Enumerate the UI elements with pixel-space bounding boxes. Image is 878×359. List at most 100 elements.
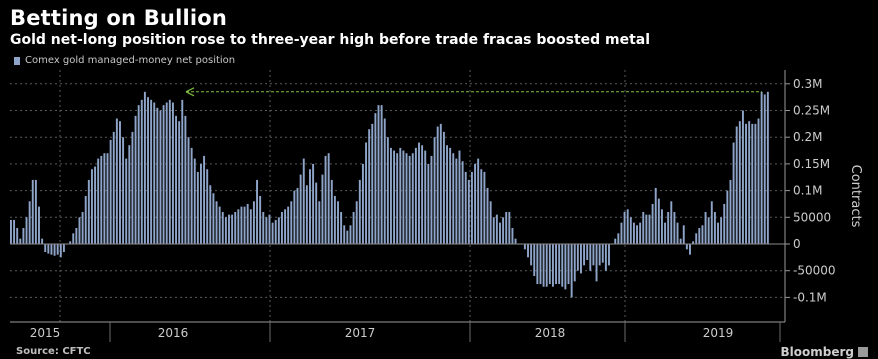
bar [548,244,551,285]
bar [698,227,701,244]
x-year-label: 2019 [703,326,734,340]
bar [470,171,473,244]
bar [299,174,302,244]
bar [112,131,115,244]
chart-subtitle: Gold net-long position rose to three-yea… [10,32,651,48]
bar [44,244,47,253]
bar [119,121,121,244]
bar [502,217,505,244]
bar [592,244,595,266]
bar [50,244,53,255]
bar [184,115,187,244]
bar [224,217,227,244]
y-tick-label: 0 [793,237,801,251]
bar [305,185,308,244]
y-tick-label: -0.1M [793,290,827,304]
bar [766,91,769,244]
bar [464,171,467,244]
bar [150,99,153,244]
bar [583,244,586,266]
bar [109,139,112,244]
bar [508,211,511,244]
bar [732,142,735,244]
bar [657,198,660,244]
bar [333,195,336,244]
x-year-label: 2016 [158,326,189,340]
bar [741,110,744,244]
bar [246,203,249,244]
bar [53,244,56,256]
bar [670,201,673,244]
bar [90,169,93,244]
bar [446,145,448,244]
bar [377,105,380,244]
bar [720,217,723,244]
bar [256,179,258,244]
bar [237,209,240,244]
bar [352,211,355,244]
bar [287,206,290,244]
bar [679,238,682,244]
bar [228,214,230,244]
bar [542,244,545,287]
bar [492,217,495,244]
bar [19,238,22,244]
bar [580,244,582,274]
brand-label: Bloomberg [780,345,855,359]
bar [636,225,638,244]
bar [106,153,109,244]
brand-mark: Bloomberg [780,345,868,359]
bar [358,179,361,244]
bar [474,163,477,244]
bar [436,126,439,244]
bar [555,244,558,285]
bar [595,244,598,282]
bar [654,187,657,244]
bar [16,227,19,244]
bar [200,163,202,244]
bar [495,214,498,244]
bar [380,105,383,244]
bar [94,166,97,244]
bar [452,153,455,244]
bar [660,209,663,244]
bar [383,118,386,244]
bar [536,244,539,285]
bar [573,244,576,282]
bar [128,145,131,244]
bar [414,147,417,244]
bar [31,179,34,244]
bar [701,225,704,244]
bar [168,99,171,244]
bar [284,209,287,244]
bar [318,201,321,244]
bar [729,179,732,244]
x-year-label: 2017 [345,326,376,340]
bar [140,99,143,244]
bar [302,158,305,244]
bar [527,244,529,258]
bar [449,147,452,244]
bar [72,233,75,244]
bar [143,91,146,244]
bar [455,158,458,244]
y-axis-title: Contracts [848,165,863,228]
bar [330,179,333,244]
bar [361,163,364,244]
bar [623,211,626,244]
bar [405,153,408,244]
bar [604,244,607,271]
legend-label: Comex gold managed-money net position [25,55,236,66]
bar [551,244,554,287]
y-tick-label: -50000 [793,264,836,278]
bar [533,244,536,277]
bar [13,219,16,244]
bar [411,153,414,244]
bar [511,227,514,244]
bar [558,244,561,285]
bar [259,195,262,244]
bar [134,115,137,244]
bar [710,201,713,244]
bar [218,206,221,244]
